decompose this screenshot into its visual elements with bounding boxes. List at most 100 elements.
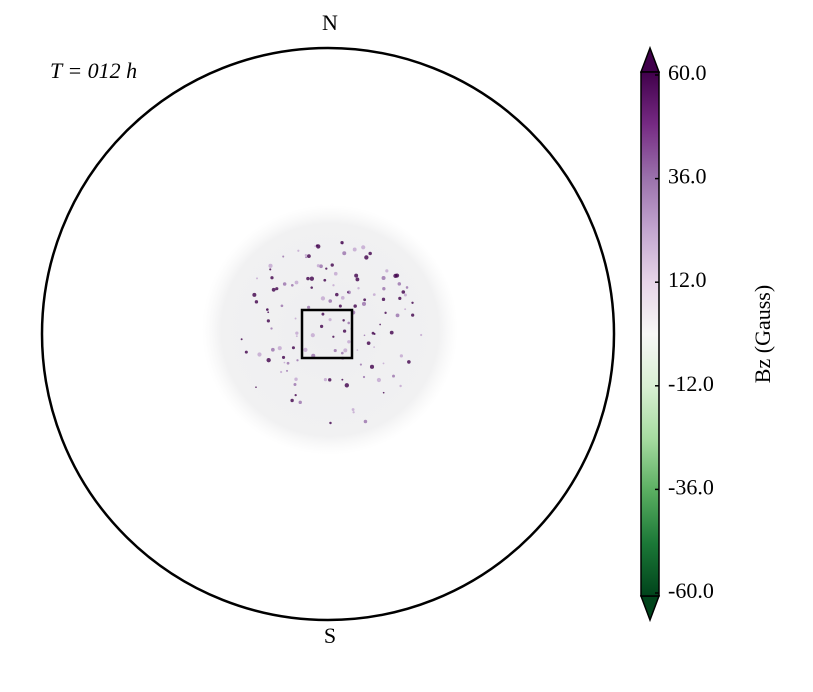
speckle — [266, 319, 270, 323]
speckle — [395, 313, 400, 318]
speckle — [310, 286, 313, 289]
speckle — [399, 354, 404, 358]
speckle — [277, 346, 282, 351]
speckle — [355, 277, 360, 282]
speckle — [281, 355, 286, 359]
speckle — [363, 334, 366, 337]
speckle — [347, 321, 350, 325]
speckle — [271, 347, 275, 352]
speckle — [347, 291, 349, 293]
speckle — [279, 370, 283, 374]
speckle — [280, 304, 284, 308]
speckle — [306, 276, 310, 281]
speckle — [381, 297, 386, 302]
speckle — [382, 362, 385, 365]
colorbar-label: Bz (Gauss) — [750, 285, 775, 383]
speckle — [304, 253, 308, 257]
speckle — [319, 324, 324, 329]
time-label: T = 012 h — [50, 58, 137, 83]
speckle — [399, 384, 402, 388]
speckle — [266, 308, 269, 311]
speckle — [286, 361, 290, 365]
speckle — [398, 296, 402, 301]
speckle — [307, 305, 311, 309]
solar-disk — [40, 46, 616, 622]
speckle — [328, 378, 332, 382]
speckle — [294, 377, 298, 381]
speckle — [294, 394, 297, 397]
colorbar — [640, 71, 660, 597]
speckle — [368, 251, 372, 256]
speckle — [335, 292, 339, 297]
speckle — [392, 374, 395, 378]
speckle — [320, 296, 326, 301]
speckle — [333, 348, 337, 353]
speckle — [340, 351, 344, 355]
speckle — [397, 282, 402, 286]
speckle — [330, 263, 334, 267]
speckle — [328, 299, 333, 303]
speckle — [244, 350, 248, 354]
speckle — [266, 357, 271, 363]
speckle — [342, 329, 347, 333]
speckle — [325, 267, 328, 270]
speckle — [362, 375, 366, 379]
speckle — [359, 363, 362, 366]
colorbar-tick-label: -36.0 — [668, 474, 714, 499]
speckle — [329, 421, 332, 425]
north-label: N — [322, 10, 338, 35]
speckle — [290, 398, 294, 403]
speckle — [352, 411, 355, 414]
speckle — [240, 338, 243, 341]
colorbar-tick-label: -60.0 — [668, 578, 714, 603]
speckle — [293, 382, 297, 386]
speckle — [351, 408, 355, 411]
speckle — [270, 327, 273, 330]
zoom-box — [300, 308, 354, 360]
speckle — [314, 245, 317, 248]
speckle — [323, 278, 327, 282]
speckle — [332, 284, 335, 287]
speckle — [275, 287, 279, 291]
south-label: S — [324, 623, 336, 648]
speckle — [303, 347, 308, 352]
colorbar-tick-label: -12.0 — [668, 371, 714, 396]
speckle — [353, 304, 357, 308]
speckle — [321, 312, 325, 316]
speckle — [298, 400, 302, 405]
colorbar-tick-label: 36.0 — [668, 164, 707, 189]
speckle — [379, 323, 381, 326]
speckle — [283, 361, 286, 364]
speckle — [310, 333, 315, 338]
speckle — [309, 276, 315, 281]
speckle — [354, 273, 359, 278]
speckle — [373, 346, 375, 348]
speckle — [254, 300, 259, 304]
speckle — [356, 349, 359, 351]
speckle — [369, 364, 375, 369]
speckle — [401, 290, 406, 294]
speckle — [252, 292, 257, 297]
speckle — [344, 383, 350, 388]
speckle — [319, 264, 323, 269]
colorbar-tick-label: 60.0 — [668, 60, 707, 85]
speckle — [393, 273, 398, 279]
speckle — [405, 286, 409, 289]
speckle — [256, 277, 259, 280]
speckle — [361, 301, 367, 306]
speckle — [372, 293, 376, 296]
speckle — [363, 298, 367, 302]
speckle — [364, 255, 369, 260]
speckle — [291, 346, 295, 350]
speckle — [255, 386, 257, 388]
speckle — [352, 247, 357, 252]
speckle — [361, 245, 366, 250]
speckle — [340, 296, 345, 300]
speckle — [384, 311, 387, 314]
speckle — [341, 378, 344, 381]
speckle — [385, 269, 389, 273]
speckle — [316, 264, 320, 268]
speckle — [357, 287, 360, 290]
speckle — [420, 333, 423, 337]
speckle — [411, 313, 415, 317]
